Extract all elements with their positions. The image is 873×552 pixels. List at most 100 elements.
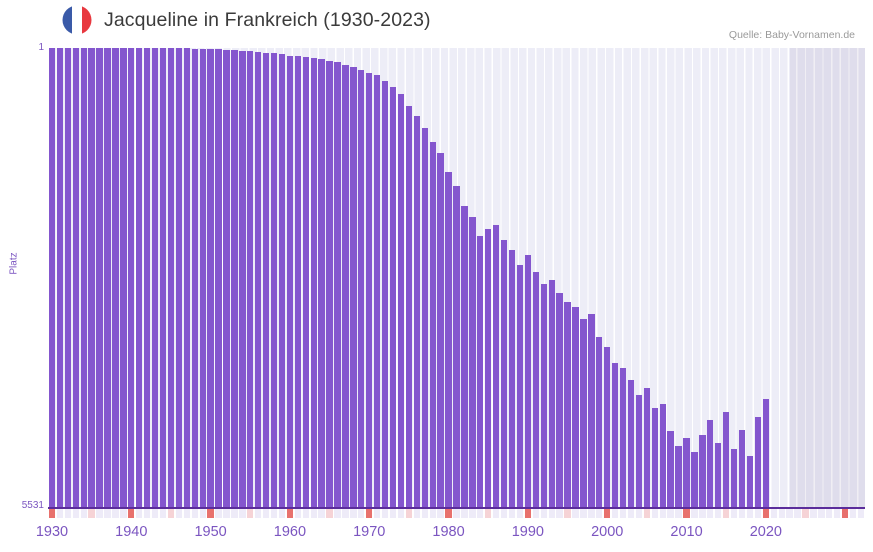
tick-year-1988 [508, 509, 516, 518]
bar-2020 [762, 399, 770, 507]
tick-year-1947 [183, 509, 190, 518]
bar-1991 [532, 272, 539, 507]
tick-year-2029 [834, 509, 841, 518]
page-title: Jacqueline in Frankreich (1930-2023) [104, 8, 431, 31]
tick-decade-1970 [366, 509, 373, 518]
bar-2000 [604, 346, 611, 507]
bar-2011 [691, 452, 698, 507]
tick-year-1955 [247, 509, 254, 518]
tick-year-1964 [318, 509, 325, 518]
tick-year-1961 [294, 509, 302, 518]
tick-year-1972 [381, 509, 389, 518]
bar-1943 [151, 48, 159, 507]
tick-year-1981 [453, 509, 460, 518]
bar-1966 [334, 62, 341, 507]
tick-decade-1960 [286, 509, 294, 518]
tick-year-1985 [485, 509, 492, 518]
tick-year-1995 [564, 509, 571, 518]
bar-1945 [167, 48, 175, 507]
x-axis-label-1990: 1990 [511, 524, 545, 540]
tick-year-1931 [56, 509, 64, 518]
tick-year-1948 [191, 509, 198, 518]
tick-year-1989 [516, 509, 524, 518]
tick-year-1977 [421, 509, 428, 518]
bar-1995 [564, 301, 571, 507]
tick-year-1959 [278, 509, 286, 518]
tick-year-1999 [596, 509, 603, 518]
tick-year-2012 [699, 509, 706, 518]
bar-1960 [286, 55, 294, 507]
tick-year-2032 [857, 509, 865, 518]
title-group: Jacqueline in Frankreich (1930-2023) [62, 5, 431, 35]
bar-1950 [207, 48, 214, 507]
tick-year-1962 [302, 509, 309, 518]
bar-2019 [754, 417, 762, 507]
bar-1965 [326, 61, 333, 507]
bar-1970 [366, 72, 373, 507]
bar-1942 [143, 48, 151, 507]
bar-2015 [723, 412, 730, 507]
tick-year-1998 [588, 509, 595, 518]
tick-year-1976 [413, 509, 420, 518]
tick-year-2027 [818, 509, 825, 518]
tick-year-1984 [477, 509, 484, 518]
bar-2007 [659, 404, 666, 507]
bar-2009 [675, 446, 682, 507]
bar-1974 [397, 94, 405, 507]
tick-year-1936 [96, 509, 103, 518]
x-axis-label-1970: 1970 [353, 524, 386, 540]
bar-1941 [136, 48, 143, 507]
tick-year-2015 [723, 509, 730, 518]
tick-year-1992 [540, 509, 547, 518]
x-axis-label-1960: 1960 [273, 524, 307, 540]
bar-1982 [461, 205, 468, 507]
bar-1930 [48, 48, 56, 507]
bar-1940 [128, 48, 135, 507]
bar-1997 [580, 318, 587, 507]
bar-1947 [183, 48, 190, 507]
tick-year-2004 [635, 509, 643, 518]
tick-year-1963 [310, 509, 317, 518]
x-axis-label-1940: 1940 [115, 524, 148, 540]
bar-2003 [627, 379, 635, 507]
chart-header: Jacqueline in Frankreich (1930-2023) Que… [0, 0, 873, 42]
tick-year-2016 [730, 509, 738, 518]
bar-1955 [247, 51, 254, 507]
bar-1972 [381, 81, 389, 507]
tick-year-1933 [72, 509, 79, 518]
x-axis-label-1980: 1980 [432, 524, 465, 540]
tick-year-1994 [556, 509, 563, 518]
bar-1987 [500, 239, 508, 507]
bar-1978 [429, 141, 436, 507]
bar-1963 [310, 57, 317, 507]
tick-year-2019 [754, 509, 762, 518]
bar-1956 [255, 51, 262, 507]
tick-year-1938 [112, 509, 119, 518]
bar-1946 [175, 48, 183, 507]
france-flag-icon [62, 5, 92, 35]
tick-year-1941 [136, 509, 143, 518]
tick-year-1951 [215, 509, 222, 518]
bar-1976 [413, 115, 420, 507]
bar-1967 [342, 64, 349, 507]
tick-year-1934 [80, 509, 87, 518]
bar-1980 [445, 172, 452, 507]
bar-1961 [294, 55, 302, 507]
tick-year-1957 [262, 509, 270, 518]
bar-1935 [88, 48, 95, 507]
tick-year-1991 [532, 509, 539, 518]
x-axis-tick-squares [48, 509, 865, 518]
x-axis-label-2000: 2000 [591, 524, 624, 540]
bar-1990 [524, 255, 532, 507]
tick-year-1974 [397, 509, 405, 518]
tick-year-1978 [429, 509, 436, 518]
bar-1988 [508, 250, 516, 507]
plot-area [48, 48, 865, 507]
bar-1971 [374, 75, 381, 507]
bar-2005 [643, 388, 651, 507]
bar-1983 [469, 217, 476, 507]
tick-year-1979 [437, 509, 444, 518]
tick-year-2002 [619, 509, 627, 518]
tick-year-1946 [175, 509, 183, 518]
